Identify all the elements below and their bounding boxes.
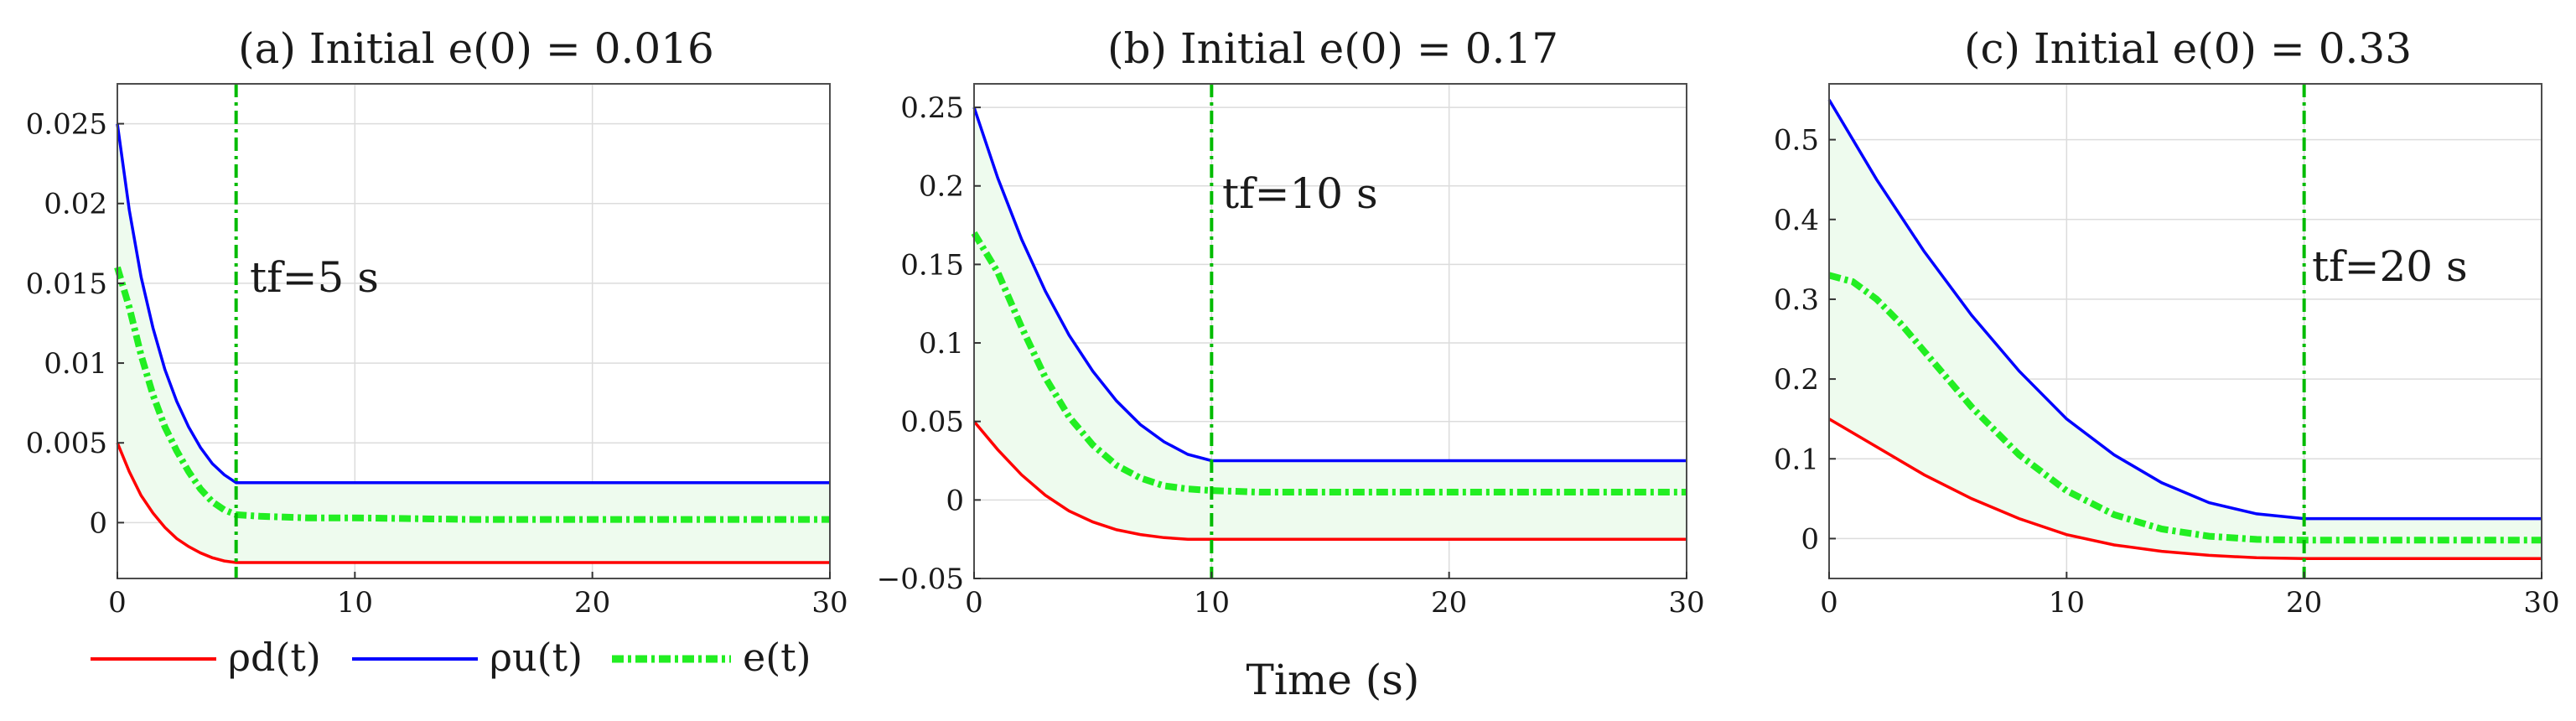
panel-c-ytick-label-3: 0.3: [1774, 283, 1819, 317]
panel-b-ytick-label-1: 0: [946, 484, 964, 517]
panel-c-plot: 0 10 20 30 0 0.1 0.2 0.3 0.4 0.5: [1774, 83, 2560, 620]
panel-b-xtick-label-0: 0: [965, 586, 983, 620]
panel-a: (a) Initial e(0) = 0.016 0 10 20 30 0 0.005 0.…: [26, 24, 848, 620]
panel-a-ytick-label-1: 0.005: [26, 427, 107, 460]
panel-a-series-rho-d: [116, 442, 830, 564]
legend-label-e: e(t): [743, 635, 811, 680]
panel-c-tf-annotation: tf=20 s: [2312, 242, 2468, 291]
panel-c-frame: [1828, 83, 2542, 579]
panel-b-ytick-label-0: −0.05: [877, 563, 964, 596]
panel-b-xtick-label-2: 20: [1431, 586, 1467, 620]
panel-c-series-e: [1827, 272, 2542, 544]
panel-a-ytick-label-0: 0: [89, 506, 107, 540]
panel-c-series-rho-d: [1828, 418, 2542, 560]
legend: ρd(t) ρu(t) e(t): [91, 635, 811, 680]
legend-label-rho-u: ρu(t): [490, 635, 583, 680]
panel-c: (c) Initial e(0) = 0.33 0 10 20 30 0 0.1 0.2 0.…: [1774, 24, 2560, 620]
panel-a-band: [117, 123, 830, 563]
panel-b-series-e: [971, 231, 1687, 495]
panel-c-xtick-label-1: 10: [2049, 586, 2085, 620]
panel-a-title: (a) Initial e(0) = 0.016: [238, 24, 714, 73]
panel-a-xtick-label-1: 10: [337, 586, 373, 620]
panel-a-xtick-label-2: 20: [574, 586, 610, 620]
panel-b-tf-annotation: tf=10 s: [1222, 169, 1378, 218]
panel-b-title: (b) Initial e(0) = 0.17: [1107, 24, 1558, 73]
x-axis-label: Time (s): [1247, 656, 1420, 704]
panel-b-ytick-label-5: 0.2: [919, 170, 964, 204]
panel-a-plot: 0 10 20 30 0 0.005 0.01 0.015 0.02 0.025: [26, 83, 848, 620]
panel-b-ytick-label-2: 0.05: [900, 406, 964, 439]
panel-b: (b) Initial e(0) = 0.17 0 10 20 30−0.0500.0…: [877, 24, 1705, 620]
panel-c-ytick-label-1: 0.1: [1774, 443, 1819, 476]
panel-a-ytick-label-5: 0.025: [26, 108, 107, 142]
panel-c-xtick-label-0: 0: [1820, 586, 1838, 620]
panel-a-ytick-label-2: 0.01: [44, 347, 107, 381]
panel-c-ytick-label-2: 0.2: [1774, 363, 1819, 397]
panel-a-ytick-label-4: 0.02: [44, 188, 107, 221]
panel-b-series-rho-u: [972, 106, 1687, 463]
panel-c-ytick-label-4: 0.4: [1774, 204, 1819, 237]
panel-a-xtick-label-3: 30: [811, 586, 847, 620]
panel-b-ytick-label-3: 0.1: [919, 327, 964, 360]
panel-a-series-e: [114, 266, 830, 523]
panel-b-band: [974, 107, 1687, 540]
panel-a-series-rho-u: [116, 123, 830, 485]
panel-c-series-rho-u: [1827, 99, 2542, 521]
panel-a-xtick-label-0: 0: [108, 586, 127, 620]
panel-a-frame: [117, 83, 831, 579]
panel-c-title: (c) Initial e(0) = 0.33: [1964, 24, 2412, 73]
panel-c-xtick-label-2: 20: [2286, 586, 2322, 620]
panel-b-ytick-label-4: 0.15: [900, 248, 964, 282]
panel-b-ytick-label-6: 0.25: [900, 91, 964, 125]
panel-b-xtick-label-1: 10: [1194, 586, 1230, 620]
legend-label-rho-d: ρd(t): [228, 635, 321, 680]
panel-c-xtick-label-3: 30: [2523, 586, 2559, 620]
panel-b-xtick-label-3: 30: [1668, 586, 1704, 620]
panel-c-ytick-label-5: 0.5: [1774, 124, 1819, 158]
panel-a-tf-annotation: tf=5 s: [250, 253, 379, 302]
panel-b-series-rho-d: [972, 420, 1687, 541]
panel-c-band: [1829, 100, 2542, 559]
panel-c-ytick-label-0: 0: [1801, 522, 1819, 556]
panel-a-ytick-label-3: 0.015: [26, 267, 107, 301]
panel-b-frame: [973, 83, 1687, 579]
